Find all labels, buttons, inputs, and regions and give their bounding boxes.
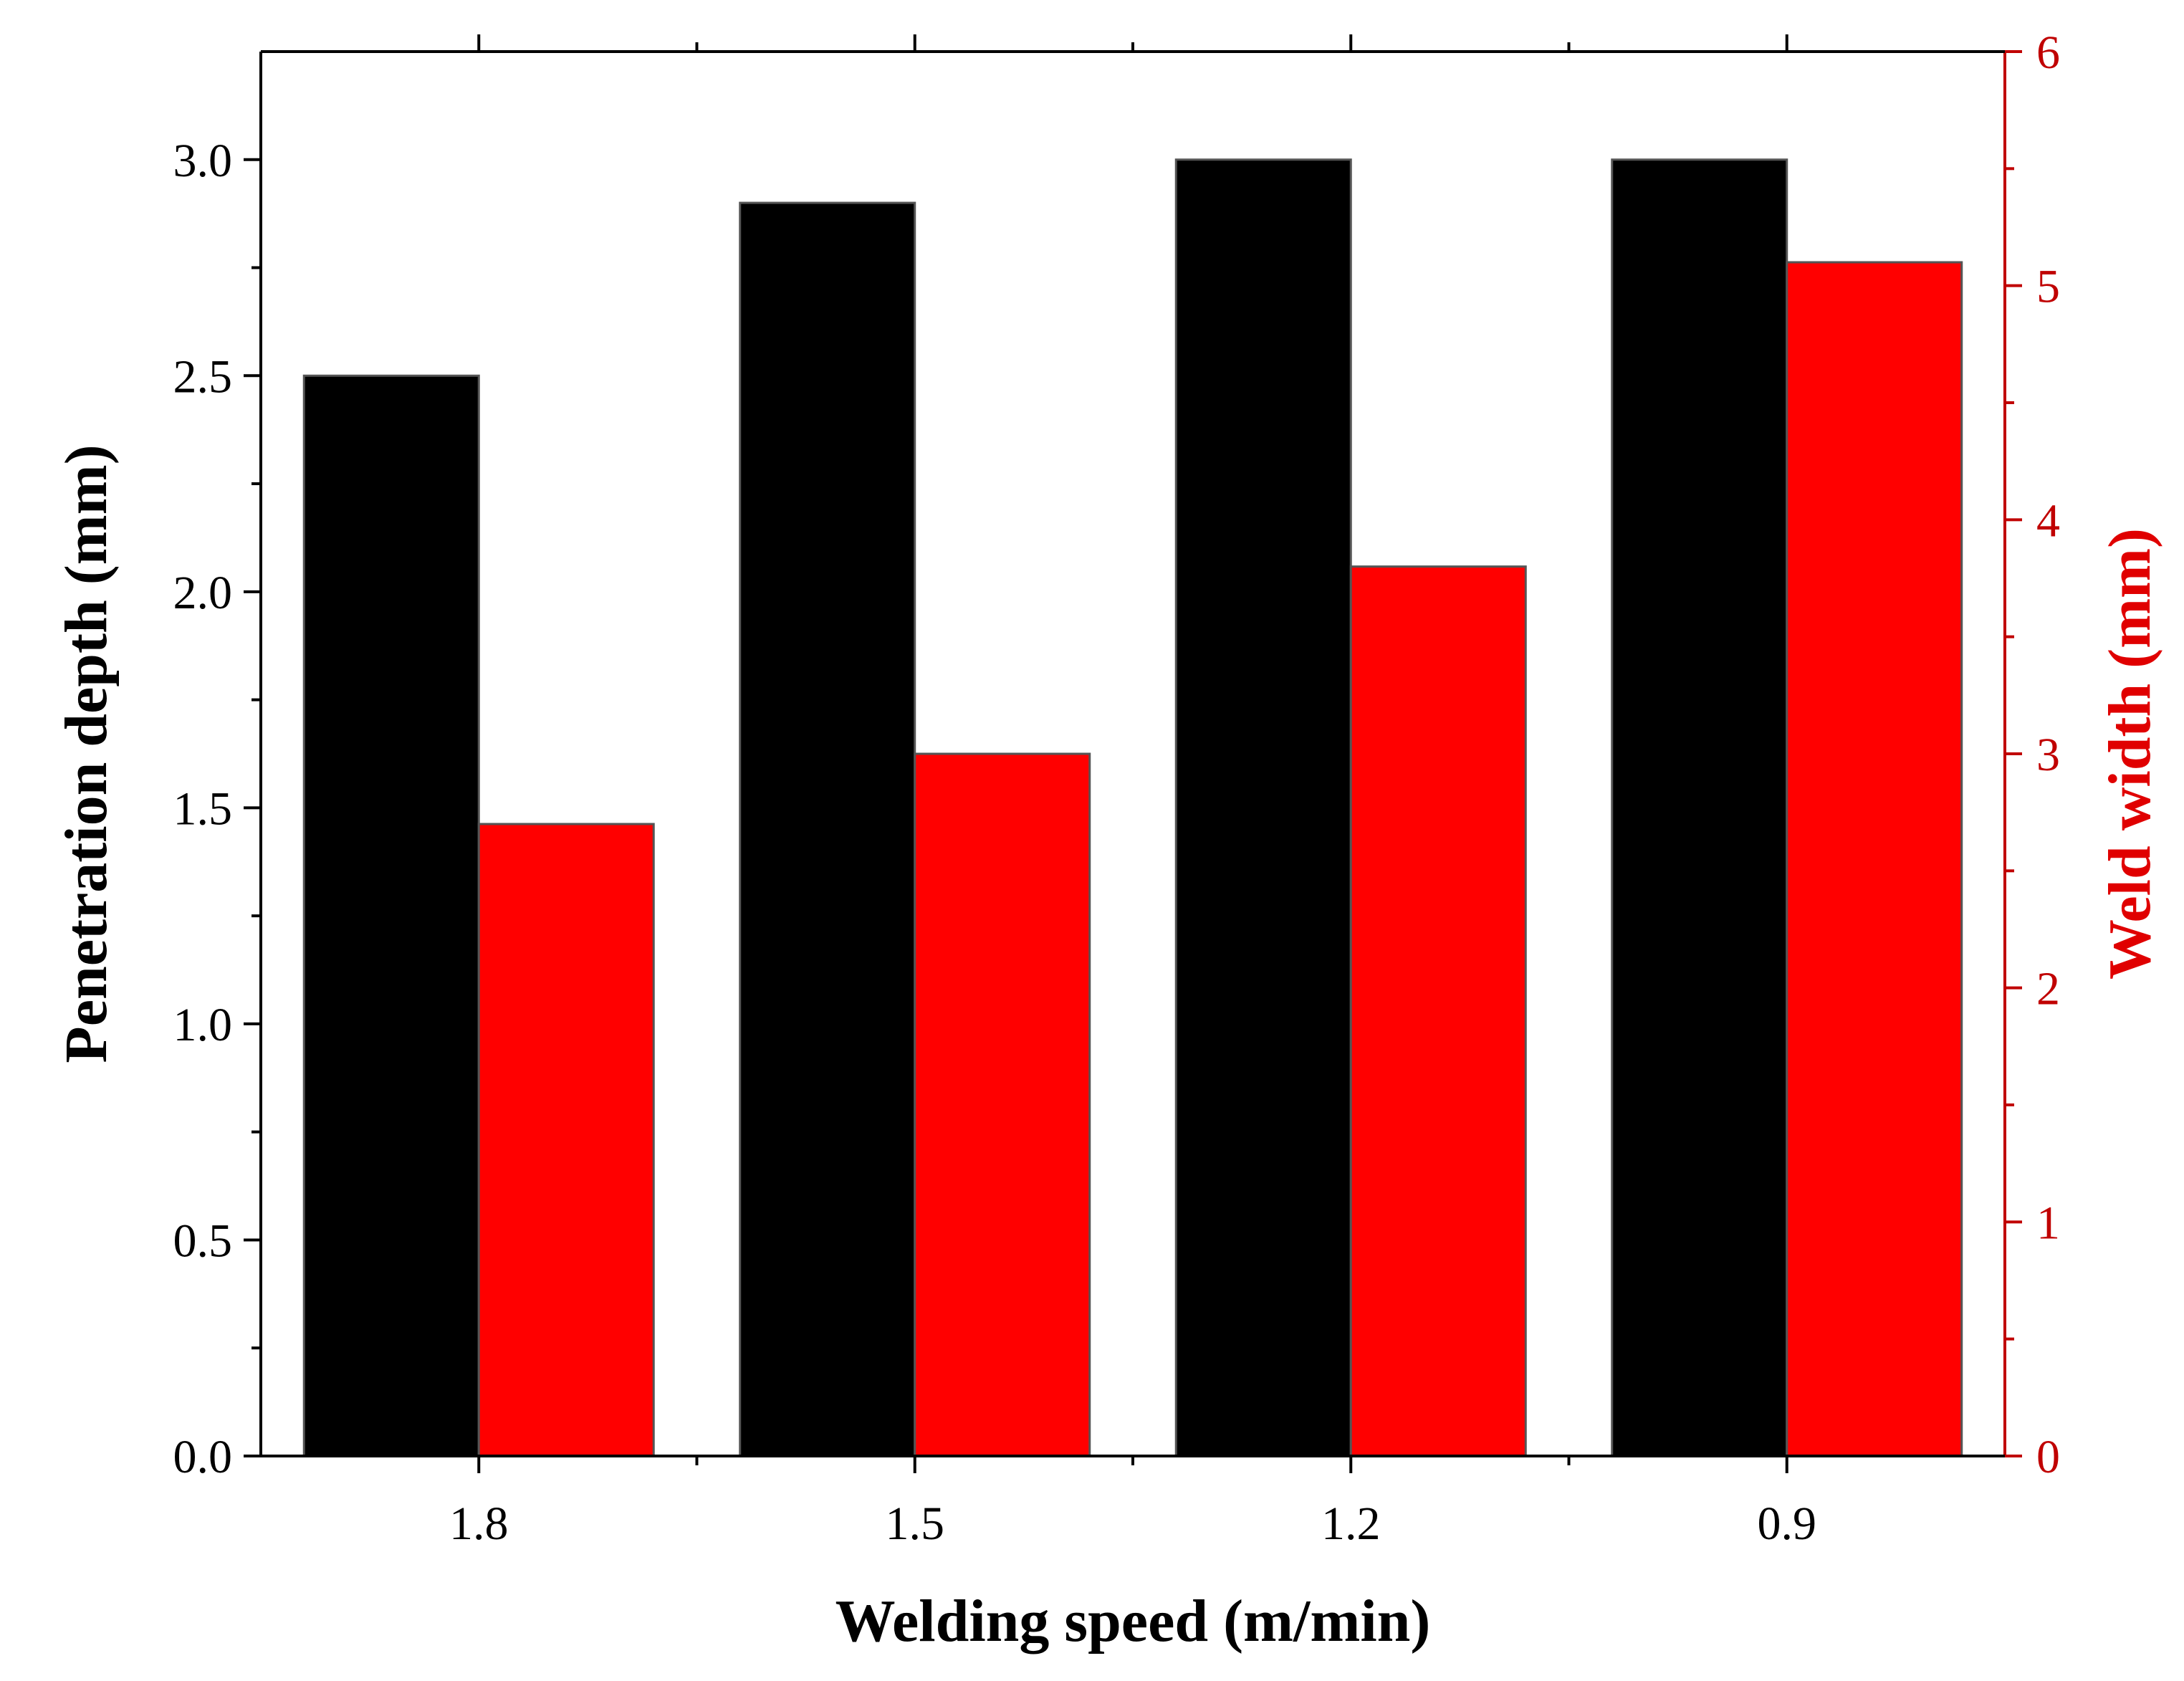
bars-group (302, 158, 1963, 1457)
bar-penetration-1.5 (739, 201, 916, 1457)
y-left-tick-label: 1.5 (173, 782, 233, 835)
y-right-tick-label: 1 (2036, 1197, 2060, 1249)
y-right-tick-label: 3 (2036, 729, 2060, 781)
bar-penetration-0.9 (1611, 158, 1788, 1457)
bar-width-1.5 (914, 752, 1091, 1457)
y-left-tick-label: 2.0 (173, 567, 233, 619)
x-tick-label: 0.9 (1758, 1498, 1817, 1550)
bar-width-1.8 (477, 823, 655, 1457)
y-right-tick-label: 6 (2036, 27, 2060, 79)
y-left-axis-title: Penetration depth (mm) (53, 444, 120, 1063)
x-tick-label: 1.5 (886, 1498, 945, 1550)
axes-group (244, 34, 2022, 1473)
x-axis-title: Welding speed (m/min) (835, 1588, 1431, 1654)
bar-penetration-1.8 (302, 374, 480, 1457)
y-right-tick-label: 4 (2036, 494, 2060, 547)
y-right-tick-label: 0 (2036, 1431, 2060, 1483)
y-right-axis-title: Weld width (mm) (2097, 528, 2163, 980)
y-left-tick-label: 3.0 (173, 135, 233, 187)
y-left-tick-label: 1.0 (173, 999, 233, 1051)
bar-width-1.2 (1349, 565, 1527, 1457)
y-right-tick-label: 2 (2036, 963, 2060, 1015)
y-left-tick-label: 0.0 (173, 1431, 233, 1483)
labels-group: 0.0 0.5 1.0 1.5 2.0 2.5 3.0 0 1 2 3 4 5 6 1.8 1.5 1.2 0.9… (53, 27, 2163, 1654)
bar-width-0.9 (1786, 261, 1963, 1457)
y-left-tick-label: 2.5 (173, 350, 233, 403)
x-tick-label: 1.2 (1321, 1498, 1381, 1550)
y-left-tick-label: 0.5 (173, 1215, 233, 1267)
bar-penetration-1.2 (1174, 158, 1352, 1457)
x-tick-label: 1.8 (449, 1498, 509, 1550)
y-right-tick-label: 5 (2036, 261, 2060, 313)
